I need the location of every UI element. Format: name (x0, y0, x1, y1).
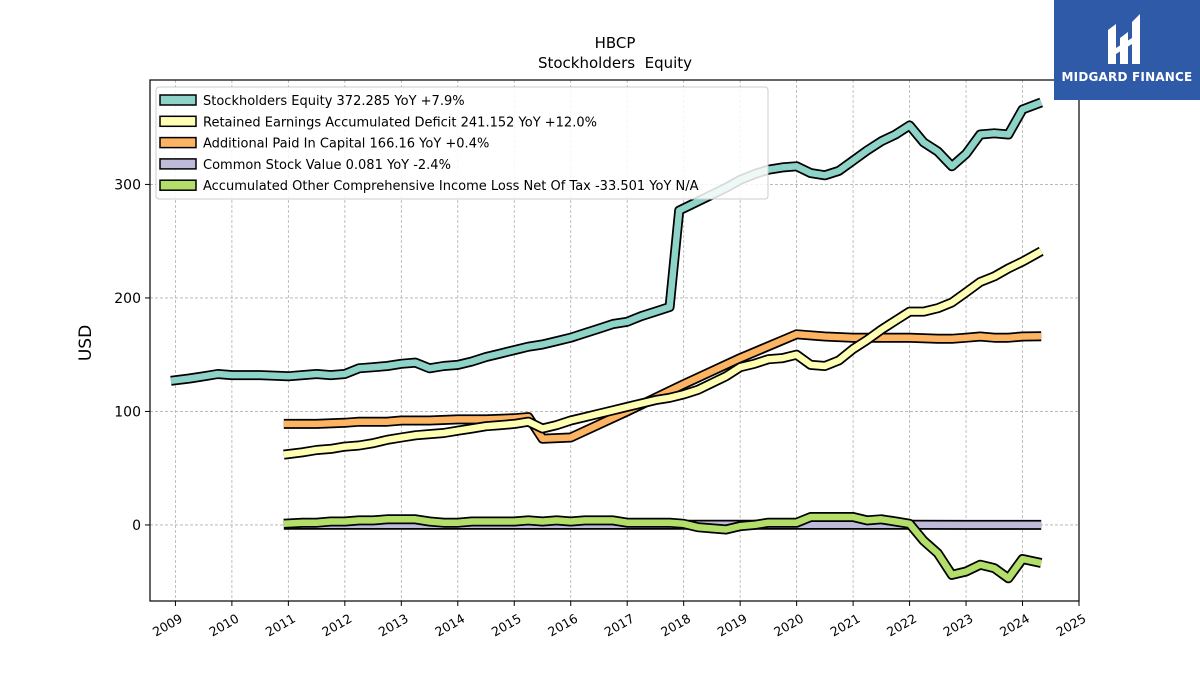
x-tick-label: 2013 (376, 611, 411, 640)
legend-swatch (159, 136, 197, 149)
y-tick-label: 300 (114, 177, 141, 193)
legend-swatch (159, 115, 197, 128)
legend-label: Additional Paid In Capital 166.16 YoY +0… (203, 137, 489, 152)
x-tick-label: 2009 (150, 611, 185, 640)
series-layer (170, 97, 1044, 584)
x-tick-label: 2023 (941, 611, 976, 640)
y-tick-label: 0 (132, 518, 141, 534)
legend-box (155, 86, 769, 200)
series-1 (283, 246, 1044, 460)
x-tick-label: 2012 (319, 611, 354, 640)
legend-swatch (159, 179, 197, 191)
legend: Stockholders Equity 372.285 YoY +7.9% Ret… (155, 86, 769, 200)
midgard-logo-icon (1108, 14, 1140, 64)
series-line (170, 99, 1043, 385)
series-4 (283, 512, 1043, 584)
y-axis-label: USD (76, 325, 96, 361)
chart-subtitle: Stockholders Equity (538, 54, 692, 72)
legend-swatch (159, 158, 197, 170)
x-tick-label: 2018 (658, 611, 693, 640)
x-tick-label: 2010 (206, 611, 241, 640)
series-line (283, 513, 1042, 582)
x-tick-label: 2025 (1053, 611, 1088, 640)
legend-label: Common Stock Value 0.081 YoY -2.4% (203, 158, 451, 173)
x-tick-label: 2015 (489, 611, 524, 640)
legend-label: Accumulated Other Comprehensive Income L… (203, 179, 699, 194)
legend-swatch (159, 94, 197, 106)
series-2 (283, 329, 1042, 444)
brand-logo: MIDGARD FINANCE (1054, 0, 1200, 100)
series-line (283, 331, 1042, 442)
plot-frame (149, 79, 1080, 602)
legend-label: Stockholders Equity 372.285 YoY +7.9% (203, 94, 465, 109)
x-tick-label: 2011 (263, 611, 298, 640)
x-tick-label: 2014 (432, 611, 467, 640)
x-tick-label: 2021 (828, 611, 863, 640)
series-line (283, 248, 1043, 458)
y-tick-label: 100 (114, 404, 141, 420)
x-tick-label: 2019 (715, 611, 750, 640)
x-tick-label: 2022 (884, 611, 919, 640)
y-tick-label: 200 (114, 291, 141, 307)
x-tick-label: 2017 (602, 611, 637, 640)
x-tick-label: 2020 (771, 611, 806, 640)
x-tick-label: 2024 (997, 611, 1032, 640)
chart-title: HBCP (595, 34, 636, 52)
brand-name: MIDGARD FINANCE (1061, 70, 1193, 84)
x-tick-label: 2016 (545, 611, 580, 640)
legend-label: Retained Earnings Accumulated Deficit 24… (203, 115, 597, 130)
series-0 (170, 97, 1043, 386)
